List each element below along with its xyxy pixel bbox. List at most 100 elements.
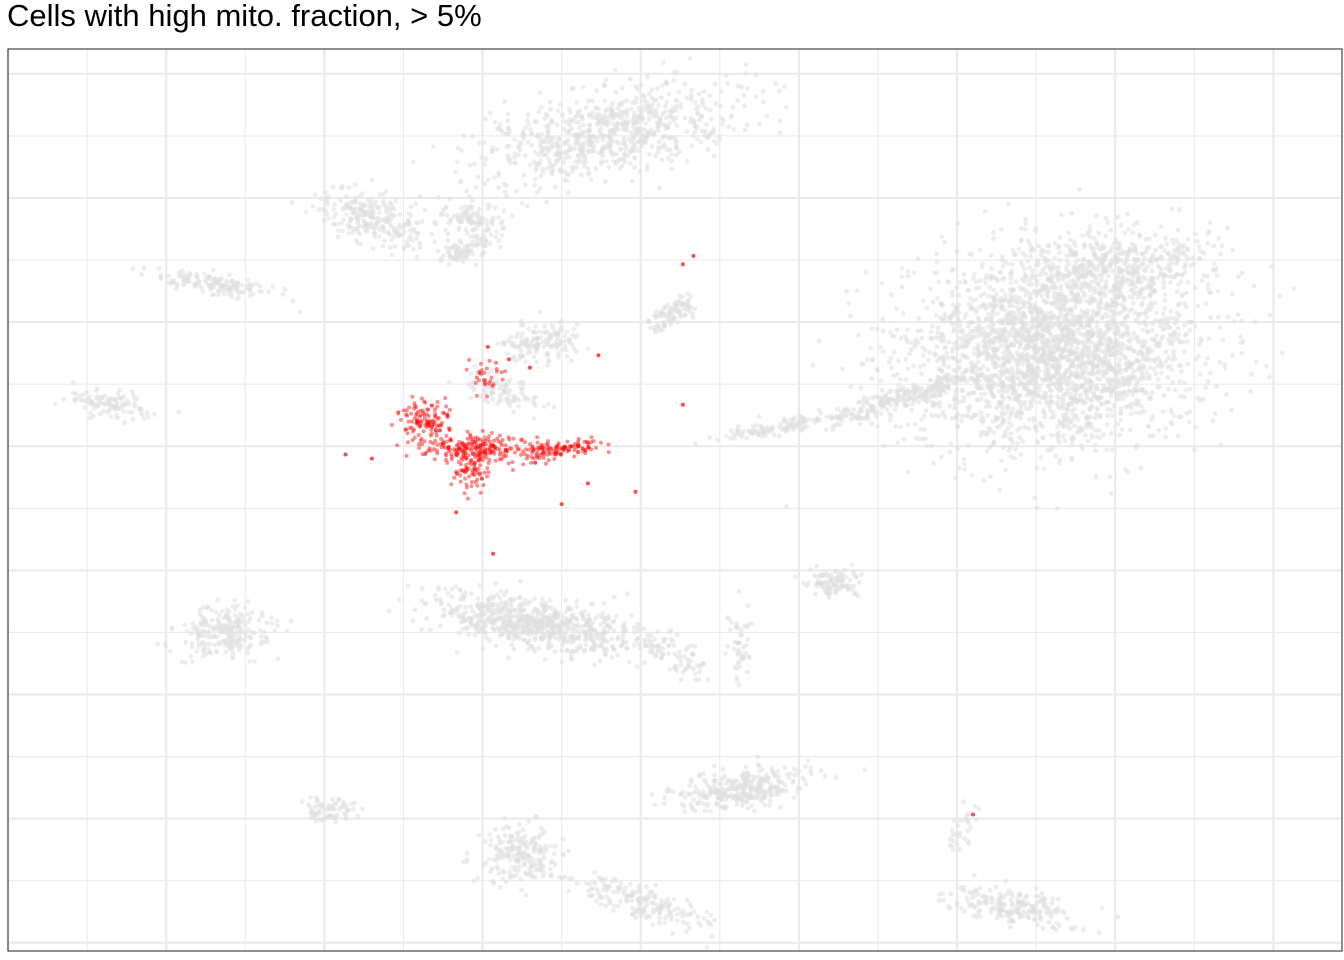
background-cell-point: [574, 321, 580, 327]
background-cell-point: [846, 300, 851, 306]
background-cell-point: [210, 267, 216, 273]
background-cell-point: [575, 160, 581, 165]
background-cell-point: [692, 441, 698, 447]
background-cell-point: [1225, 225, 1230, 231]
background-cell-point: [1030, 268, 1036, 274]
background-cell-point: [106, 407, 112, 413]
background-cell-point: [1099, 401, 1105, 407]
background-cell-point: [542, 116, 548, 121]
background-cell-point: [1008, 454, 1014, 460]
background-cell-point: [1079, 443, 1084, 448]
background-cell-point: [1014, 357, 1020, 363]
background-cell-point: [921, 362, 927, 368]
background-cell-point: [532, 149, 538, 155]
background-cell-point: [529, 131, 534, 137]
background-cell-point: [905, 366, 911, 372]
background-cell-point: [1060, 406, 1066, 411]
background-cell-point: [1177, 379, 1183, 384]
background-cell-point: [916, 385, 922, 391]
background-cell-point: [689, 143, 695, 149]
background-cell-point: [643, 121, 649, 126]
background-cell-point: [1064, 343, 1069, 348]
background-cell-point: [1130, 392, 1135, 397]
background-cell-point: [535, 342, 541, 348]
background-cell-point: [1055, 272, 1061, 278]
background-cell-point: [1062, 438, 1068, 443]
background-cell-point: [784, 504, 789, 509]
background-cell-point: [1061, 273, 1066, 278]
background-cell-point: [606, 133, 612, 139]
background-cell-point: [559, 347, 565, 353]
background-cell-point: [879, 280, 885, 286]
background-cell-point: [1137, 377, 1143, 382]
background-cell-point: [1160, 409, 1166, 414]
background-cell-point: [903, 389, 909, 394]
background-cell-point: [1222, 365, 1228, 371]
background-cell-point: [254, 281, 259, 287]
background-cell-point: [1141, 295, 1147, 301]
background-cell-point: [141, 265, 147, 271]
background-cell-point: [1077, 187, 1083, 192]
background-cell-point: [613, 151, 619, 157]
background-cell-point: [1098, 395, 1104, 400]
background-cell-point: [586, 148, 591, 154]
background-cell-point: [1040, 435, 1046, 441]
background-cell-point: [913, 337, 919, 343]
background-cell-point: [381, 202, 386, 208]
background-cell-point: [1093, 298, 1099, 304]
background-cell-point: [1094, 213, 1099, 219]
background-cell-point: [741, 92, 747, 98]
background-cell-point: [887, 411, 892, 417]
background-cell-point: [999, 288, 1005, 293]
background-cell-point: [1049, 284, 1054, 290]
background-cell-point: [1055, 430, 1061, 435]
background-cell-point: [417, 245, 423, 251]
background-cell-point: [1109, 302, 1114, 308]
background-cell-point: [687, 55, 693, 61]
background-cell-point: [943, 390, 948, 395]
background-cell-point: [903, 357, 909, 362]
background-cell-point: [1225, 314, 1231, 320]
background-cell-point: [1031, 415, 1036, 421]
background-cell-point: [1082, 310, 1088, 316]
background-cell-point: [1106, 324, 1111, 330]
background-cell-point: [941, 384, 946, 390]
background-cell-point: [358, 242, 364, 247]
background-cell-point: [1156, 427, 1162, 433]
background-cell-point: [621, 138, 627, 143]
background-cell-point: [653, 153, 659, 159]
background-cell-point: [501, 181, 507, 187]
background-cell-point: [986, 345, 992, 350]
background-cell-point: [537, 90, 543, 95]
background-cell-point: [674, 123, 680, 128]
background-cell-point: [1195, 238, 1200, 244]
background-cell-point: [1064, 391, 1070, 397]
background-cell-point: [557, 341, 563, 347]
background-cell-point: [1166, 262, 1172, 268]
background-cell-point: [487, 110, 493, 116]
background-cell-point: [853, 414, 859, 420]
background-cell-point: [903, 377, 909, 382]
background-cell-point: [961, 398, 966, 404]
background-cell-point: [1015, 409, 1021, 415]
background-cell-point: [1101, 383, 1106, 388]
background-cell-point: [458, 240, 464, 246]
background-cell-point: [392, 244, 398, 250]
background-cell-point: [617, 147, 623, 152]
background-cell-point: [1048, 273, 1054, 279]
background-cell-point: [487, 203, 493, 209]
background-cell-point: [1095, 242, 1100, 248]
background-cell-point: [1181, 243, 1186, 248]
background-cell-point: [432, 220, 437, 225]
background-cell-point: [988, 427, 993, 432]
background-cell-point: [935, 330, 941, 335]
background-cell-point: [570, 332, 576, 338]
background-cell-point: [895, 372, 900, 377]
background-cell-point: [492, 175, 498, 181]
background-cell-point: [997, 297, 1002, 303]
background-cell-point: [1163, 434, 1169, 440]
background-cell-point: [1077, 364, 1082, 370]
background-cell-point: [458, 205, 464, 211]
background-cell-point: [1075, 258, 1081, 263]
background-cell-point: [954, 248, 960, 254]
